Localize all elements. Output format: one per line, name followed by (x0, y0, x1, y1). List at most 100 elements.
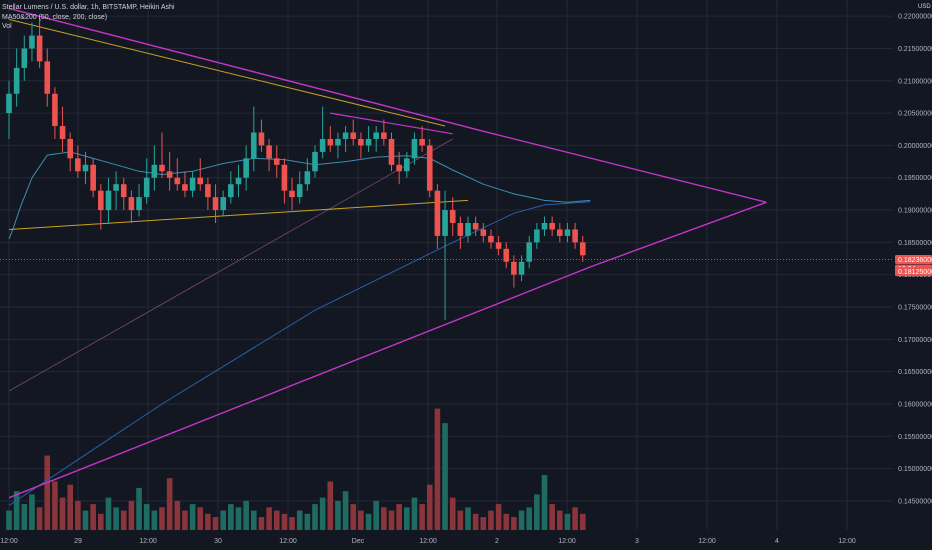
volume-bar (296, 510, 303, 530)
candle-body (289, 190, 295, 198)
volume-bar (105, 497, 112, 530)
candle-body (511, 261, 517, 275)
price-tick-label: 0.15500000 (898, 434, 932, 441)
candle-body (67, 138, 73, 159)
candle-body (59, 126, 66, 139)
candle-body (128, 197, 135, 211)
volume-bars (6, 408, 586, 530)
faint-trend-line (8, 138, 453, 392)
candle-body (90, 164, 96, 191)
volume-bar (235, 507, 242, 530)
time-tick-label: 12:00 (698, 538, 716, 545)
candle-body (151, 164, 158, 178)
volume-bar (228, 504, 234, 530)
candle-body (396, 164, 402, 172)
candle-body (189, 177, 196, 191)
price-tick-label: 0.21500000 (898, 46, 932, 53)
candle-body (457, 222, 464, 236)
volume-bar (381, 507, 387, 530)
volume-bar (98, 513, 104, 530)
volume-bar (182, 510, 188, 530)
volume-bar (13, 491, 20, 530)
candle-body (174, 177, 181, 185)
volume-bar (128, 500, 135, 530)
yellow-upper-line (8, 18, 446, 127)
volume-bar (572, 507, 578, 530)
candle-body (44, 61, 51, 94)
candle-body (243, 158, 249, 178)
volume-bar (549, 504, 555, 530)
candle-body (442, 210, 448, 236)
volume-bar (534, 494, 540, 530)
price-tick-label: 0.16000000 (898, 401, 932, 408)
volume-bar (419, 504, 425, 530)
volume-bar (174, 500, 181, 530)
volume-bar (21, 504, 28, 530)
candle-body (6, 93, 12, 114)
volume-bar (159, 507, 165, 530)
indicator-lines (8, 7, 767, 506)
volume-bar (136, 487, 142, 530)
candle-body (220, 197, 226, 211)
candle-body (182, 184, 188, 191)
volume-bar (373, 500, 379, 530)
candle-body (113, 184, 119, 191)
time-tick-label: 12:00 (558, 538, 576, 545)
volume-bar (541, 474, 548, 530)
volume-bar (36, 507, 43, 530)
volume-bar (358, 510, 364, 530)
volume-bar (289, 517, 295, 530)
time-tick-label: 12:00 (419, 538, 437, 545)
lower-price-tag-bg (895, 267, 932, 277)
candle-body (98, 190, 104, 211)
price-tick-label: 0.15000000 (898, 466, 932, 473)
candle-body (495, 242, 502, 249)
volume-indicator-label[interactable]: Vol (2, 23, 12, 30)
current-price-tag: 0.18236000 (898, 257, 932, 264)
volume-bar (251, 510, 257, 530)
candle-body (228, 184, 234, 198)
price-tick-label: 0.17500000 (898, 305, 932, 312)
candle-body (159, 164, 165, 172)
candle-body (13, 67, 20, 94)
volume-bar (220, 510, 226, 530)
price-tick-label: 0.19500000 (898, 175, 932, 182)
candle-body (319, 138, 326, 152)
candle-body (419, 138, 425, 146)
time-tick-label: 3 (635, 538, 639, 545)
time-tick-label: Dec (352, 538, 365, 545)
price-tick-label: 0.20500000 (898, 111, 932, 118)
candle-body (564, 229, 571, 236)
candle-body (312, 151, 318, 172)
candle-body (365, 138, 372, 146)
price-tick-label: 0.18500000 (898, 240, 932, 247)
price-tags: 0.1823600013:240.18125000 (895, 254, 932, 277)
time-axis-bg (0, 530, 932, 550)
candle-body (534, 229, 540, 243)
price-tick-label: 0.17000000 (898, 337, 932, 344)
symbol-title[interactable]: Stellar Lumens / U.S. dollar, 1h, BITSTA… (2, 4, 175, 11)
volume-bar (434, 408, 441, 530)
volume-bar (465, 507, 471, 530)
candle-body (465, 222, 471, 236)
volume-bar (449, 497, 456, 530)
candle-body (488, 235, 494, 243)
volume-bar (205, 513, 211, 530)
volume-bar (365, 513, 372, 530)
candle-body (449, 210, 456, 223)
volume-bar (342, 491, 349, 530)
time-tick-label: 12:00 (139, 538, 157, 545)
candle-body (205, 184, 211, 198)
volume-bar (442, 423, 448, 530)
candle-body (166, 171, 173, 178)
volume-bar (281, 513, 288, 530)
candle-body (120, 184, 127, 198)
volume-bar (472, 513, 479, 530)
volume-bar (90, 504, 96, 530)
candle-body (388, 138, 395, 165)
ma-indicator-label[interactable]: MA50&200 (50, close, 200, close) (2, 13, 108, 21)
volume-bar (273, 510, 280, 530)
time-axis[interactable]: 12:00 29 12:00 30 12:00 Dec 12:00 2 12:00 3 12:00 4… (0, 530, 932, 550)
volume-bar (44, 455, 51, 530)
